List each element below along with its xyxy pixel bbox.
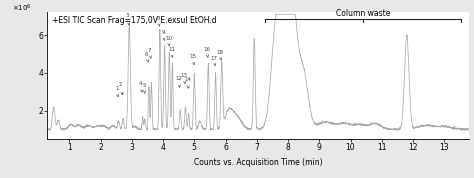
Text: 9: 9 [162, 30, 165, 41]
Text: 10: 10 [165, 36, 172, 46]
Text: 11: 11 [168, 47, 175, 58]
Text: 1: 1 [115, 86, 119, 97]
Text: 17: 17 [210, 56, 218, 66]
Text: 15: 15 [190, 54, 197, 65]
Text: Column waste: Column waste [336, 9, 390, 18]
Text: 6: 6 [145, 52, 149, 62]
Text: 12: 12 [175, 76, 182, 87]
Text: +ESI TIC Scan Frag=175,0V E.exsul EtOH.d: +ESI TIC Scan Frag=175,0V E.exsul EtOH.d [52, 16, 216, 25]
Text: 7: 7 [148, 48, 152, 59]
Text: 5: 5 [143, 83, 146, 93]
Text: 14: 14 [184, 77, 191, 88]
Text: 8: 8 [156, 16, 160, 27]
X-axis label: Counts vs. Acquisition Time (min): Counts vs. Acquisition Time (min) [194, 158, 323, 167]
Text: 2: 2 [119, 82, 123, 95]
Text: 18: 18 [217, 50, 223, 61]
Text: 16: 16 [203, 47, 210, 58]
Text: $\times$10$^6$: $\times$10$^6$ [11, 2, 31, 14]
Text: 13: 13 [181, 73, 187, 83]
Text: 3: 3 [125, 13, 130, 25]
Text: 4: 4 [139, 81, 143, 92]
